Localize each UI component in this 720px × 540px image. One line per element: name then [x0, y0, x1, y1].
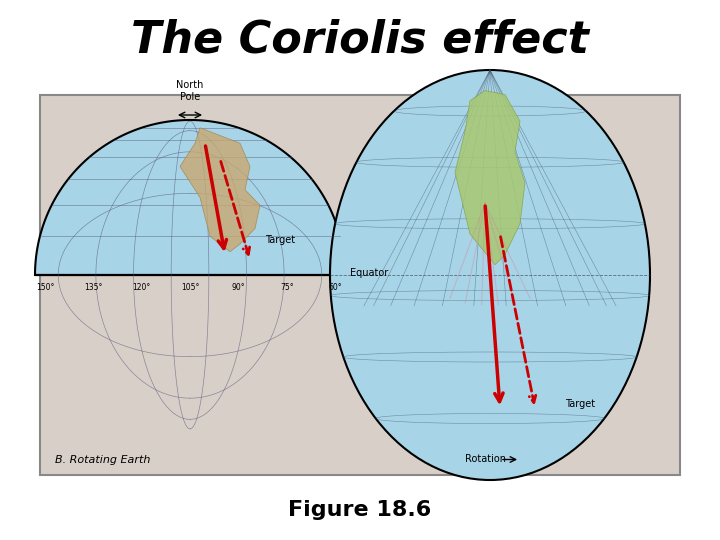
Text: The Coriolis effect: The Coriolis effect [131, 18, 589, 62]
Text: Target: Target [265, 235, 295, 245]
Text: 120°: 120° [132, 283, 150, 292]
Text: Target: Target [565, 399, 595, 409]
Text: North
Pole: North Pole [176, 80, 204, 102]
Polygon shape [455, 91, 525, 265]
Ellipse shape [330, 70, 650, 480]
Text: 75°: 75° [280, 283, 294, 292]
Text: 150°: 150° [36, 283, 54, 292]
Text: Rotation: Rotation [465, 455, 506, 464]
Text: B. Rotating Earth: B. Rotating Earth [55, 455, 150, 465]
Text: 105°: 105° [181, 283, 199, 292]
Text: 60°: 60° [328, 283, 342, 292]
FancyBboxPatch shape [40, 95, 680, 475]
Polygon shape [180, 128, 260, 252]
Text: Figure 18.6: Figure 18.6 [289, 500, 431, 520]
Text: 90°: 90° [232, 283, 245, 292]
Text: Equator: Equator [350, 268, 388, 278]
Polygon shape [35, 120, 345, 275]
Text: 135°: 135° [84, 283, 102, 292]
